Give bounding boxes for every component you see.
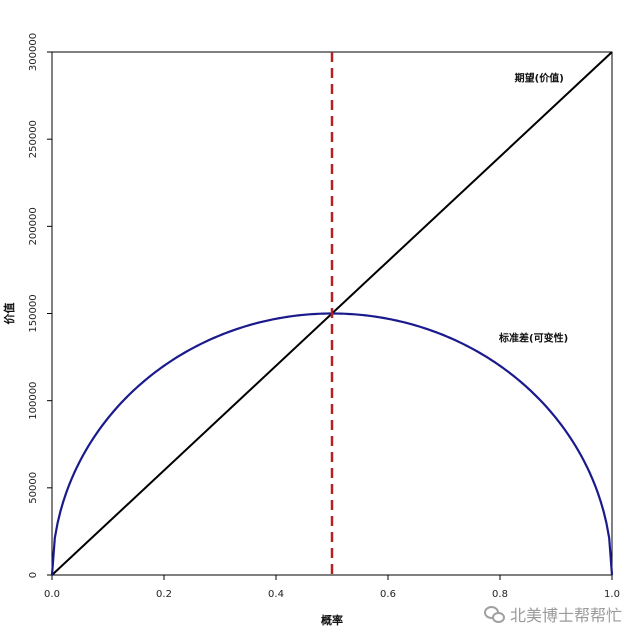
y-tick-label: 200000: [28, 207, 39, 245]
x-axis: 0.0 0.2 0.4 0.6 0.8 1.0: [44, 575, 620, 600]
y-tick-label: 0: [28, 572, 39, 578]
y-tick-label: 50000: [28, 472, 39, 504]
annotation-layer: 期望(价值) 标准差(可变性): [498, 72, 568, 345]
watermark-text: 北美博士帮帮忙: [509, 606, 622, 625]
x-tick-label: 0.0: [44, 589, 60, 600]
y-tick-label: 250000: [28, 120, 39, 158]
y-tick-label: 300000: [28, 33, 39, 71]
x-tick-label: 1.0: [604, 589, 620, 600]
watermark: 北美博士帮帮忙: [483, 602, 622, 626]
annotation-label: 标准差(可变性): [498, 331, 568, 344]
x-tick-label: 0.8: [492, 589, 508, 600]
x-tick-label: 0.4: [268, 589, 284, 600]
annotation-label: 期望(价值): [515, 72, 564, 85]
series-layer: [50, 51, 614, 576]
y-axis: 0 50000 100000 150000 200000 250000 300000: [28, 33, 52, 578]
y-tick-label: 150000: [28, 294, 39, 332]
x-tick-label: 0.2: [156, 589, 172, 600]
y-tick-label: 100000: [28, 382, 39, 420]
x-axis-title: 概率: [321, 613, 343, 627]
x-tick-label: 0.6: [380, 589, 396, 600]
y-axis-title: 价值: [2, 303, 16, 325]
wechat-icon: [483, 606, 505, 623]
